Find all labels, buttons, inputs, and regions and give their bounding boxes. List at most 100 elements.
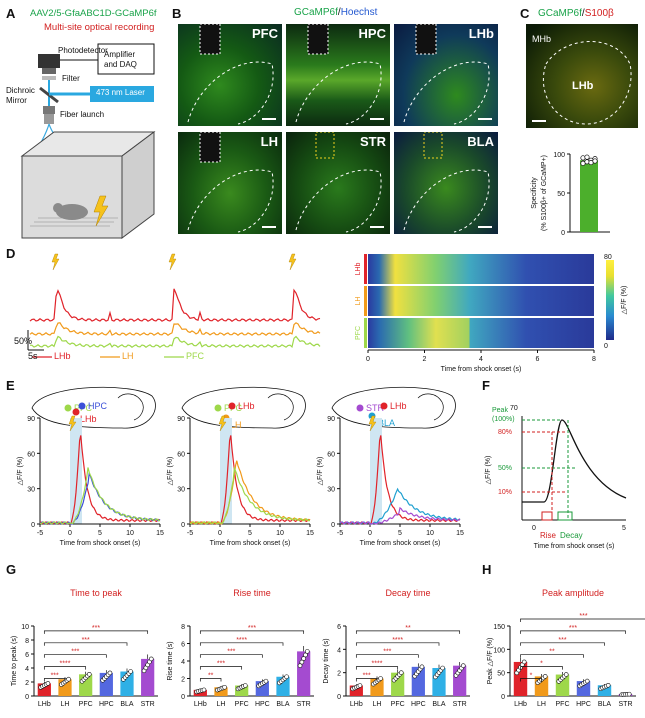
region-outline <box>403 169 490 233</box>
x-tick-label: LHb <box>194 701 207 708</box>
y-axis-label: △F/F (%) <box>167 457 174 486</box>
x-tick-label: 15 <box>456 530 464 537</box>
data-point <box>304 649 310 654</box>
region-label: LHb <box>80 414 97 424</box>
shock-icon <box>68 415 77 432</box>
x-tick-label: PFC <box>391 701 405 708</box>
specificity-chart: 0 50 100 Specificity (% S100β+ of GCaMP+) <box>531 152 610 237</box>
trace-lhb <box>189 435 311 525</box>
y-tick-label: 4 <box>337 647 341 654</box>
sig-bracket <box>355 630 461 634</box>
y-tick-label: 10 <box>21 624 29 631</box>
region-outline <box>295 61 382 125</box>
x-tick-label: PFC <box>79 701 93 708</box>
scale-y-label: 50% <box>14 336 33 346</box>
trace-str <box>339 506 461 525</box>
region-outline <box>403 61 490 125</box>
sig-bracket <box>355 642 440 646</box>
trace-lhb <box>29 288 321 322</box>
data-point <box>626 691 632 697</box>
sig-label: *** <box>82 637 90 644</box>
region-outline <box>295 169 382 233</box>
bar <box>580 160 598 232</box>
trace-lh <box>29 322 321 336</box>
dichroic-label: Dichroic Mirror <box>6 86 35 105</box>
decay-time-title: Decay time <box>385 588 430 598</box>
y-axis-label: Time to peak (s) <box>11 636 18 686</box>
colorbar-max: 80 <box>604 254 612 261</box>
label-80: 80% <box>498 429 512 436</box>
data-point <box>107 670 113 676</box>
y-tick-label: 0 <box>501 694 505 701</box>
data-point <box>460 663 466 668</box>
rise-box <box>541 511 553 521</box>
x-tick-label: BLA <box>432 701 446 708</box>
sig-bracket <box>520 666 563 670</box>
y-tick-label: 8 <box>25 638 29 645</box>
y-axis-label: Peak △F/F (%) <box>487 638 494 685</box>
data-point <box>521 659 527 665</box>
x-axis-label: Time from shock onset (s) <box>210 540 291 547</box>
heatmap-row <box>368 254 594 284</box>
shock-icon <box>168 253 177 271</box>
panel-label-a: A <box>6 6 16 21</box>
fiber-track <box>199 24 221 55</box>
sig-bracket <box>355 654 419 658</box>
y-tick-label: 4 <box>181 659 185 666</box>
x-tick-label: STR <box>619 701 633 708</box>
sig-bracket <box>520 654 584 658</box>
sig-label: *** <box>383 649 391 656</box>
sig-bracket <box>520 630 626 634</box>
sig-label: *** <box>227 649 235 656</box>
peak-amplitude-chart: Peak amplitude 0 50 100 150 Peak △F/F (%) LHb L… <box>487 588 645 708</box>
x-tick-label: STR <box>141 701 155 708</box>
data-point <box>303 652 308 658</box>
y-tick-label: 4 <box>25 666 29 673</box>
y-tick-label: 30 <box>177 487 185 494</box>
sig-bracket <box>520 618 645 622</box>
region-dot <box>228 402 236 410</box>
x-tick-label: 10 <box>126 530 134 537</box>
cerebellum <box>267 393 294 421</box>
legend-pfc: PFC <box>186 351 204 361</box>
trace-pfc <box>39 467 161 525</box>
example-trace <box>522 419 627 503</box>
bar-lhb <box>349 685 363 696</box>
shock-icon <box>51 253 60 271</box>
time-to-peak-title: Time to peak <box>70 588 122 598</box>
region-dot <box>356 404 364 412</box>
sig-label: ** <box>208 673 214 680</box>
fiber-track <box>415 24 437 55</box>
panel-label-b: B <box>172 6 182 21</box>
scale-bar <box>262 226 276 228</box>
fiber-track <box>315 132 335 159</box>
data-point <box>592 158 598 164</box>
rise-time-title: Rise time <box>233 588 271 598</box>
data-point <box>605 682 611 688</box>
scale-bar <box>478 118 492 120</box>
sig-bracket <box>199 678 222 682</box>
virus-label: AAV2/5-GfaABC1D-GCaMP6f <box>30 8 157 19</box>
data-point <box>440 665 445 671</box>
micrograph-hpc: HPC <box>286 24 390 126</box>
data-point <box>542 674 548 679</box>
micrograph-label: LH <box>260 134 278 149</box>
x-axis-label: Time from shock onset (s) <box>60 540 141 547</box>
sig-bracket <box>199 654 263 658</box>
peak-amplitude-title: Peak amplitude <box>542 588 604 598</box>
sig-bracket <box>43 654 107 658</box>
sig-label: **** <box>372 661 383 668</box>
region-label: LHb <box>390 401 407 411</box>
sig-label: *** <box>217 661 225 668</box>
y-tick-label: 60 <box>27 451 35 458</box>
label-10: 10% <box>498 489 512 496</box>
micrograph-label: LHb <box>468 26 494 41</box>
row-color-bar <box>364 318 367 348</box>
sig-bracket <box>199 642 284 646</box>
colorbar-min: 0 <box>604 343 608 350</box>
x-tick-label: 5 <box>248 530 252 537</box>
lhb-label: LHb <box>572 80 594 92</box>
brain-outline <box>181 386 306 429</box>
micrograph-label: PFC <box>252 26 278 41</box>
